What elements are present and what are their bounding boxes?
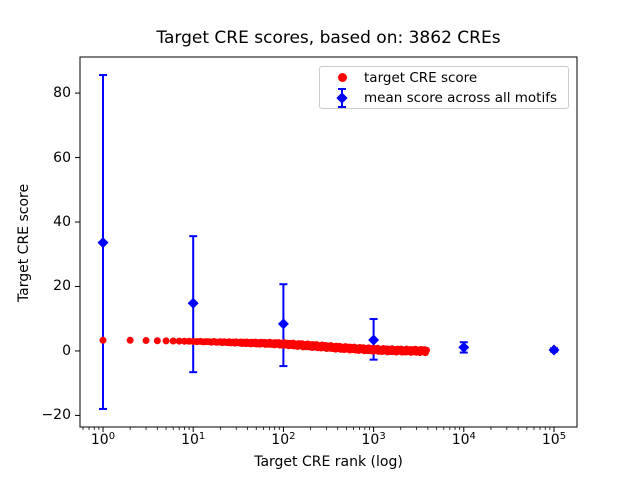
legend-item-mean-score: mean score across all motifs [320, 87, 568, 108]
x-tick-label: 102 [271, 431, 296, 448]
y-tick-label: 80 [53, 85, 71, 102]
x-tick-label: 104 [451, 431, 476, 448]
red-circle-marker-icon [337, 73, 347, 82]
y-tick-label: 0 [62, 342, 71, 359]
legend-item-target-score: target CRE score [320, 68, 568, 88]
mean-score-diamond [548, 344, 560, 356]
mean-score-diamond [277, 318, 289, 330]
mean-score-diamond [97, 237, 109, 249]
mean-score-series [97, 74, 560, 410]
blue-diamond-errorbar-marker-icon [335, 87, 349, 108]
target-score-point [175, 337, 183, 345]
axes-frame [79, 56, 578, 428]
mean-score-diamond [458, 341, 470, 353]
target-score-point [423, 346, 431, 354]
x-tick-label: 103 [361, 431, 386, 448]
target-score-point [142, 337, 150, 345]
legend-marker-cell [320, 87, 364, 108]
mean-score-diamond [368, 334, 380, 346]
x-tick-label: 100 [90, 431, 116, 448]
mean-score-errorbar-lines [102, 75, 555, 409]
y-tick-label: −20 [41, 407, 71, 424]
x-tick-label: 105 [541, 431, 567, 448]
target-score-series [99, 336, 431, 357]
y-tick-label: 60 [53, 149, 71, 166]
chart-title: Target CRE scores, based on: 3862 CREs [156, 28, 501, 48]
target-score-point [162, 337, 170, 345]
legend-label: target CRE score [364, 69, 478, 86]
mean-score-diamond [187, 297, 199, 309]
legend-marker-cell [320, 73, 364, 82]
target-score-point [169, 337, 177, 345]
x-tick-label: 101 [181, 431, 206, 448]
target-score-point [153, 337, 161, 345]
y-tick-label: 40 [53, 214, 71, 231]
legend-label: mean score across all motifs [364, 89, 558, 106]
y-tick-label: 20 [53, 278, 71, 295]
x-axis-label: Target CRE rank (log) [254, 454, 403, 470]
target-score-point [126, 336, 134, 344]
legend: target CRE score mean score across all m… [319, 66, 569, 109]
target-score-point [99, 336, 107, 344]
